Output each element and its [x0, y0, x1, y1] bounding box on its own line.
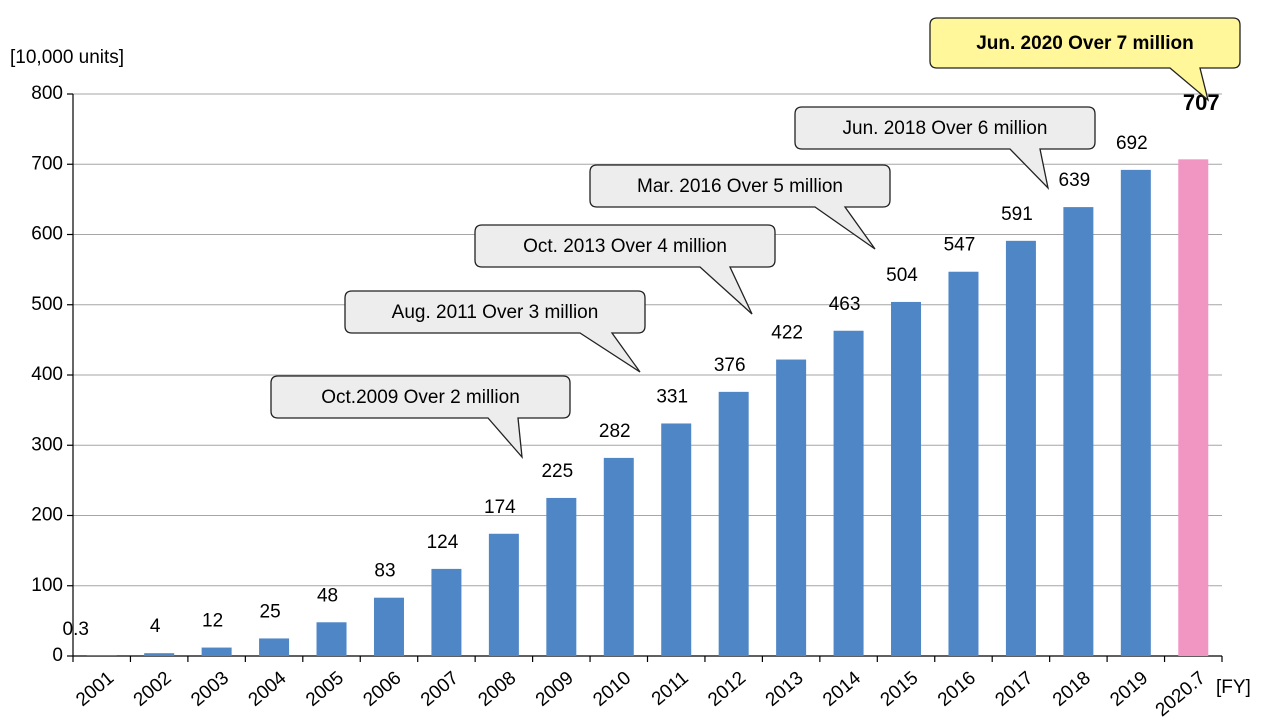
x-tick-label: 2014 — [819, 667, 865, 711]
y-tick-label: 0 — [52, 645, 63, 666]
bar — [201, 647, 232, 656]
y-tick-label: 200 — [31, 505, 63, 526]
value-label: 463 — [829, 294, 861, 315]
value-label: 639 — [1059, 170, 1091, 191]
x-tick-label: 2012 — [704, 668, 750, 711]
x-tick-label: 2020.7 — [1152, 668, 1210, 721]
value-label: 25 — [260, 601, 281, 622]
value-label: 48 — [317, 585, 338, 606]
value-label: 83 — [374, 561, 395, 582]
callout-box — [344, 290, 646, 373]
callout-text: Aug. 2011 Over 3 million — [392, 302, 599, 323]
value-label: 124 — [427, 532, 459, 553]
x-tick-label: 2006 — [360, 668, 406, 711]
y-tick-label: 400 — [31, 364, 63, 385]
x-tick-label: 2009 — [532, 668, 578, 711]
callout-text: Mar. 2016 Over 5 million — [637, 176, 843, 197]
y-tick-label: 800 — [31, 83, 63, 104]
value-label: 225 — [541, 461, 573, 482]
bar — [776, 359, 807, 656]
y-axis-label: [10,000 units] — [10, 47, 124, 68]
y-tick-label: 100 — [31, 575, 63, 596]
value-label: 692 — [1116, 133, 1148, 154]
bar — [603, 457, 634, 656]
callout-text: Oct.2009 Over 2 million — [321, 387, 520, 408]
bar — [259, 638, 290, 656]
value-label: 591 — [1001, 204, 1033, 225]
x-tick-label: 2015 — [877, 668, 923, 711]
bar — [948, 271, 979, 656]
x-axis-label: [FY] — [1216, 677, 1251, 698]
y-tick-label: 600 — [31, 224, 63, 245]
bar — [373, 597, 404, 656]
value-label: 282 — [599, 421, 631, 442]
y-tick-label: 500 — [31, 294, 63, 315]
x-tick-label: 2004 — [245, 667, 291, 711]
bar — [488, 533, 519, 656]
x-tick-label: 2016 — [934, 668, 980, 711]
value-label: 422 — [771, 323, 803, 344]
bar — [1063, 207, 1094, 657]
callout-box — [270, 375, 571, 459]
x-tick-label: 2001 — [72, 668, 118, 711]
value-label: 4 — [150, 616, 161, 637]
callout-box — [794, 106, 1096, 191]
x-tick-label: 2003 — [187, 668, 233, 711]
bar — [316, 622, 347, 656]
x-tick-label: 2010 — [589, 668, 635, 711]
bar — [833, 330, 864, 656]
value-label: 504 — [886, 265, 918, 286]
x-tick-label: 2008 — [474, 668, 520, 711]
bar — [1005, 240, 1036, 656]
x-tick-label: 2019 — [1106, 668, 1152, 711]
x-tick-label: 2013 — [762, 668, 808, 711]
callout-text: Jun. 2020 Over 7 million — [976, 33, 1194, 54]
x-tick-label: 2017 — [991, 668, 1037, 711]
y-tick-label: 300 — [31, 434, 63, 455]
bar — [431, 568, 462, 656]
y-tick-label: 700 — [31, 153, 63, 174]
callout-text: Oct. 2013 Over 4 million — [523, 236, 727, 257]
value-label: 174 — [484, 497, 516, 518]
callout-text: Jun. 2018 Over 6 million — [843, 118, 1048, 139]
callout-box — [589, 164, 891, 250]
x-tick-label: 2018 — [1049, 668, 1095, 711]
value-label: 547 — [944, 235, 976, 256]
x-tick-label: 2011 — [648, 668, 693, 710]
bar — [1120, 169, 1151, 656]
bar — [891, 301, 922, 656]
bar — [144, 653, 175, 656]
value-label: 0.3 — [63, 619, 89, 640]
callout-box — [929, 17, 1241, 102]
bar — [546, 497, 577, 656]
bar — [1178, 159, 1209, 656]
x-tick-label: 2005 — [302, 668, 348, 711]
value-label: 376 — [714, 355, 746, 376]
callout-box — [474, 224, 776, 315]
x-tick-label: 2007 — [417, 668, 463, 711]
x-tick-label: 2002 — [130, 668, 176, 711]
bar — [661, 423, 692, 656]
bar — [718, 391, 749, 656]
value-label: 331 — [656, 386, 688, 407]
value-label: 12 — [202, 611, 223, 632]
